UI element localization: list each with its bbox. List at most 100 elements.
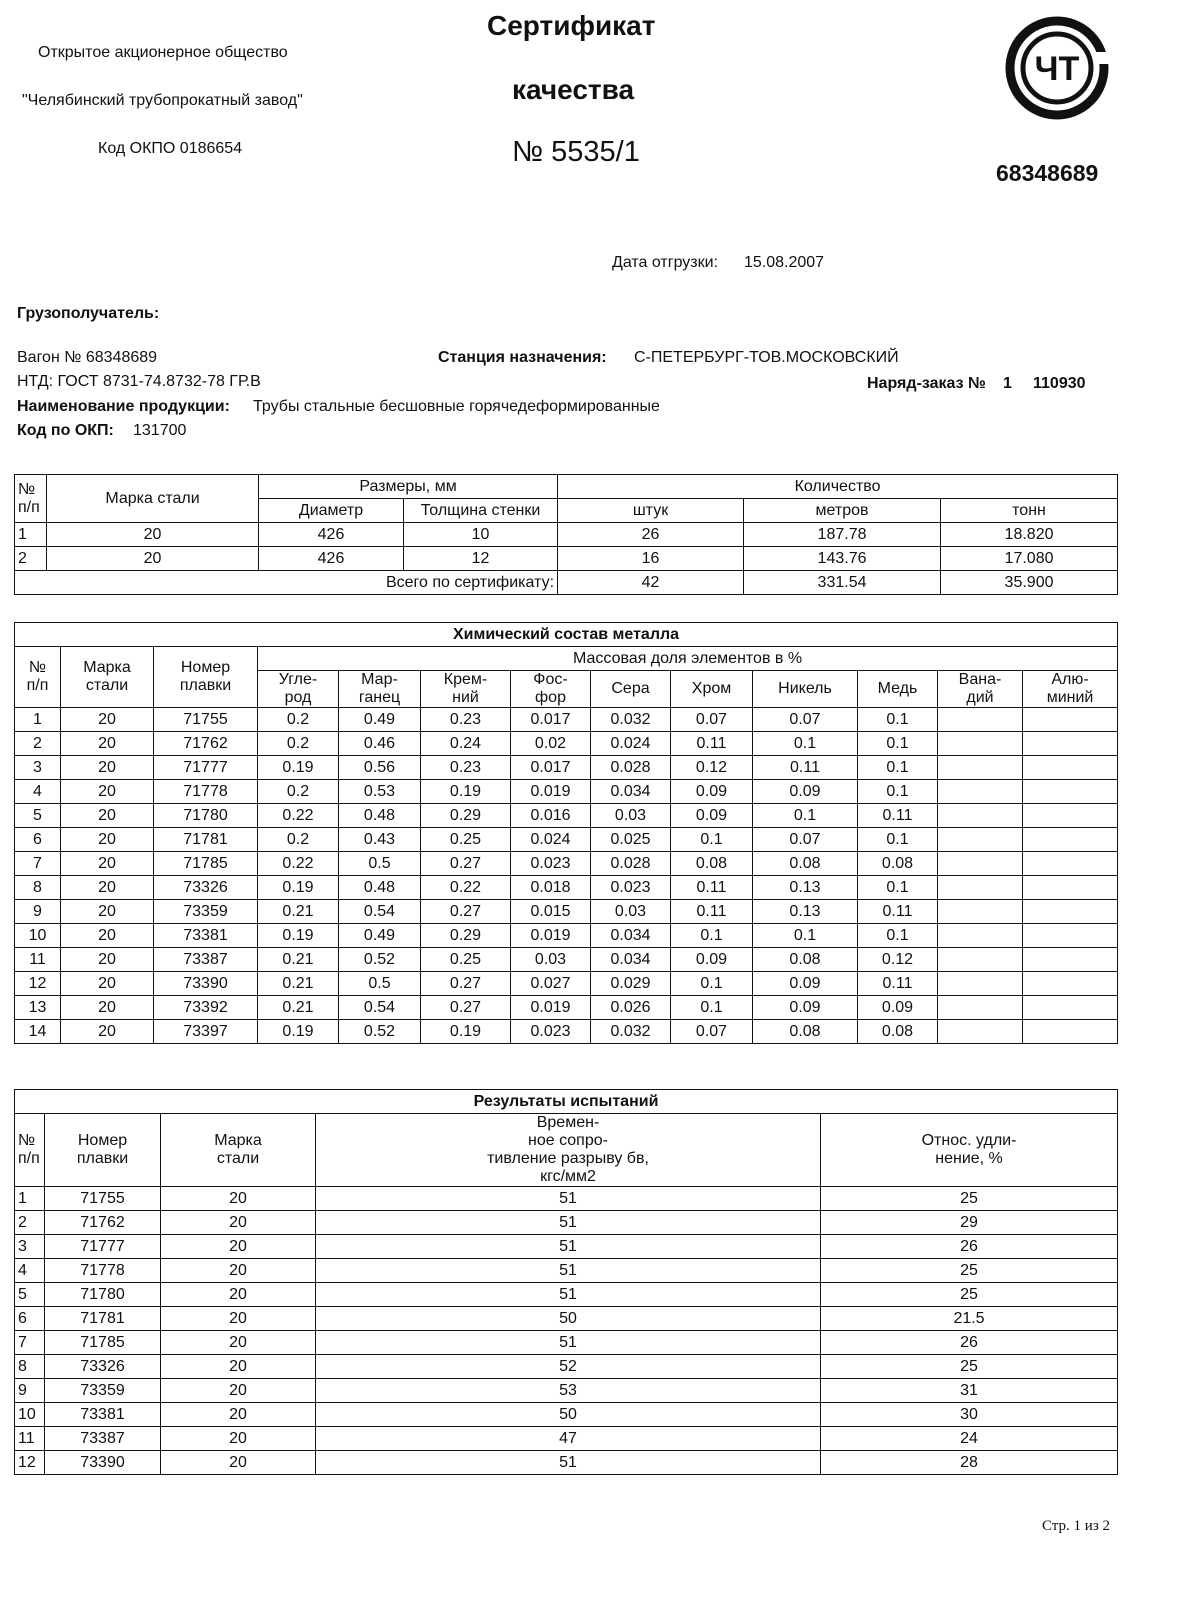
cell: 0.1 <box>857 827 938 852</box>
cell: 0.2 <box>257 707 339 732</box>
cell: 0.2 <box>257 779 339 804</box>
page-number: Стр. 1 из 2 <box>1042 1518 1110 1534</box>
cell: 0.02 <box>510 731 591 756</box>
cell: 0.023 <box>510 1019 591 1044</box>
logo: ЧТ <box>1005 16 1118 120</box>
cell: 73392 <box>153 995 258 1020</box>
cell: 13 <box>14 995 61 1020</box>
cell: 2 <box>14 1210 45 1235</box>
cell: 0.29 <box>420 923 511 948</box>
header-cell: Времен- ное сопро- тивление разрыву бв, … <box>315 1113 821 1187</box>
cell: 20 <box>160 1402 316 1427</box>
cell: 0.27 <box>420 851 511 876</box>
cell: 0.028 <box>590 755 671 780</box>
cell: 0.09 <box>752 971 858 996</box>
cell: 26 <box>819 1330 1119 1355</box>
header-cell: Фос- фор <box>510 670 591 708</box>
cell: 0.23 <box>420 755 511 780</box>
empty-cell <box>1021 971 1119 996</box>
cell: 2 <box>14 731 61 756</box>
row: 9 20 73359 0.21 0.54 0.27 0.015 0.03 0.11 0.13 0.1… <box>14 899 1119 924</box>
row: 10 20 73381 0.19 0.49 0.29 0.019 0.034 0.1 0.1 0.1 <box>14 923 1119 948</box>
cell: 3 <box>14 1234 45 1259</box>
header-cell: Номер плавки <box>44 1113 161 1187</box>
tests-table: Результаты испытаний № п/п Номер плавки Ма… <box>13 1089 1119 1475</box>
cell: 0.48 <box>338 803 421 828</box>
cell: 0.024 <box>590 731 671 756</box>
cell: 20 <box>160 1330 316 1355</box>
cell: 0.08 <box>857 1019 938 1044</box>
cell: 73387 <box>44 1426 161 1451</box>
cell: 0.19 <box>257 755 339 780</box>
cell: 1 <box>14 707 61 732</box>
cell: 426 <box>258 546 404 571</box>
consignee: Грузополучатель: <box>17 305 160 322</box>
empty-cell <box>937 899 1023 924</box>
date-label: Дата отгрузки: <box>612 254 719 271</box>
cell: 20 <box>160 1354 316 1379</box>
total-row: Всего по сертификату: 42 331.54 35.900 <box>13 570 1119 595</box>
logo-text: ЧТ <box>1035 50 1080 88</box>
cell: 0.21 <box>257 899 339 924</box>
empty-cell <box>937 923 1023 948</box>
table-title: Результаты испытаний <box>13 1089 1119 1114</box>
cell: 73390 <box>153 971 258 996</box>
total-cell: 42 <box>557 570 745 595</box>
cell: 17.080 <box>940 546 1119 571</box>
row: 2 71762 20 51 29 <box>14 1210 1119 1235</box>
header-cell: Мар- ганец <box>338 670 421 708</box>
header-cell: штук <box>557 498 745 523</box>
empty-cell <box>1021 803 1119 828</box>
empty-cell <box>937 875 1023 900</box>
cell: 0.12 <box>670 755 753 780</box>
cell: 0.09 <box>857 995 938 1020</box>
cert-number: № 5535/1 <box>512 136 640 168</box>
cell: 73381 <box>44 1402 161 1427</box>
cell: 0.43 <box>338 827 421 852</box>
header-cell: Вана- дий <box>937 670 1023 708</box>
cell: 20 <box>60 875 154 900</box>
cell: 20 <box>160 1186 316 1211</box>
cell: 0.54 <box>338 899 421 924</box>
cell: 0.08 <box>752 1019 858 1044</box>
cell: 20 <box>60 971 154 996</box>
cell: 20 <box>160 1282 316 1307</box>
cell: 0.025 <box>590 827 671 852</box>
cell: 26 <box>819 1234 1119 1259</box>
cell: 0.032 <box>590 1019 671 1044</box>
empty-cell <box>1021 827 1119 852</box>
cell: 0.52 <box>338 947 421 972</box>
cell: 0.19 <box>420 779 511 804</box>
cell: 0.017 <box>510 707 591 732</box>
empty-cell <box>1021 875 1119 900</box>
cell: 7 <box>14 1330 45 1355</box>
cell: 1 <box>14 1186 45 1211</box>
cell: 0.21 <box>257 971 339 996</box>
cell: 73397 <box>153 1019 258 1044</box>
cell: 0.026 <box>590 995 671 1020</box>
cell: 71762 <box>44 1210 161 1235</box>
date: 15.08.2007 <box>744 254 825 271</box>
cell: 28 <box>819 1450 1119 1475</box>
cell: 0.1 <box>857 707 938 732</box>
cell: 4 <box>14 779 61 804</box>
cell: 0.22 <box>420 875 511 900</box>
empty-cell <box>937 827 1023 852</box>
cell: 0.54 <box>338 995 421 1020</box>
cell: 0.11 <box>857 899 938 924</box>
header-cell: Марка стали <box>46 474 259 523</box>
header-cell: Никель <box>752 670 858 708</box>
row: 1 71755 20 51 25 <box>14 1186 1119 1211</box>
cell: 11 <box>14 947 61 972</box>
cell: 0.2 <box>257 731 339 756</box>
cell: 0.49 <box>338 707 421 732</box>
cell: 73387 <box>153 947 258 972</box>
cell: 71778 <box>44 1258 161 1283</box>
cell: 0.018 <box>510 875 591 900</box>
cell: 0.07 <box>752 707 858 732</box>
cell: 20 <box>160 1378 316 1403</box>
cell: 0.1 <box>857 779 938 804</box>
cell: 20 <box>60 779 154 804</box>
cell: 9 <box>14 1378 45 1403</box>
